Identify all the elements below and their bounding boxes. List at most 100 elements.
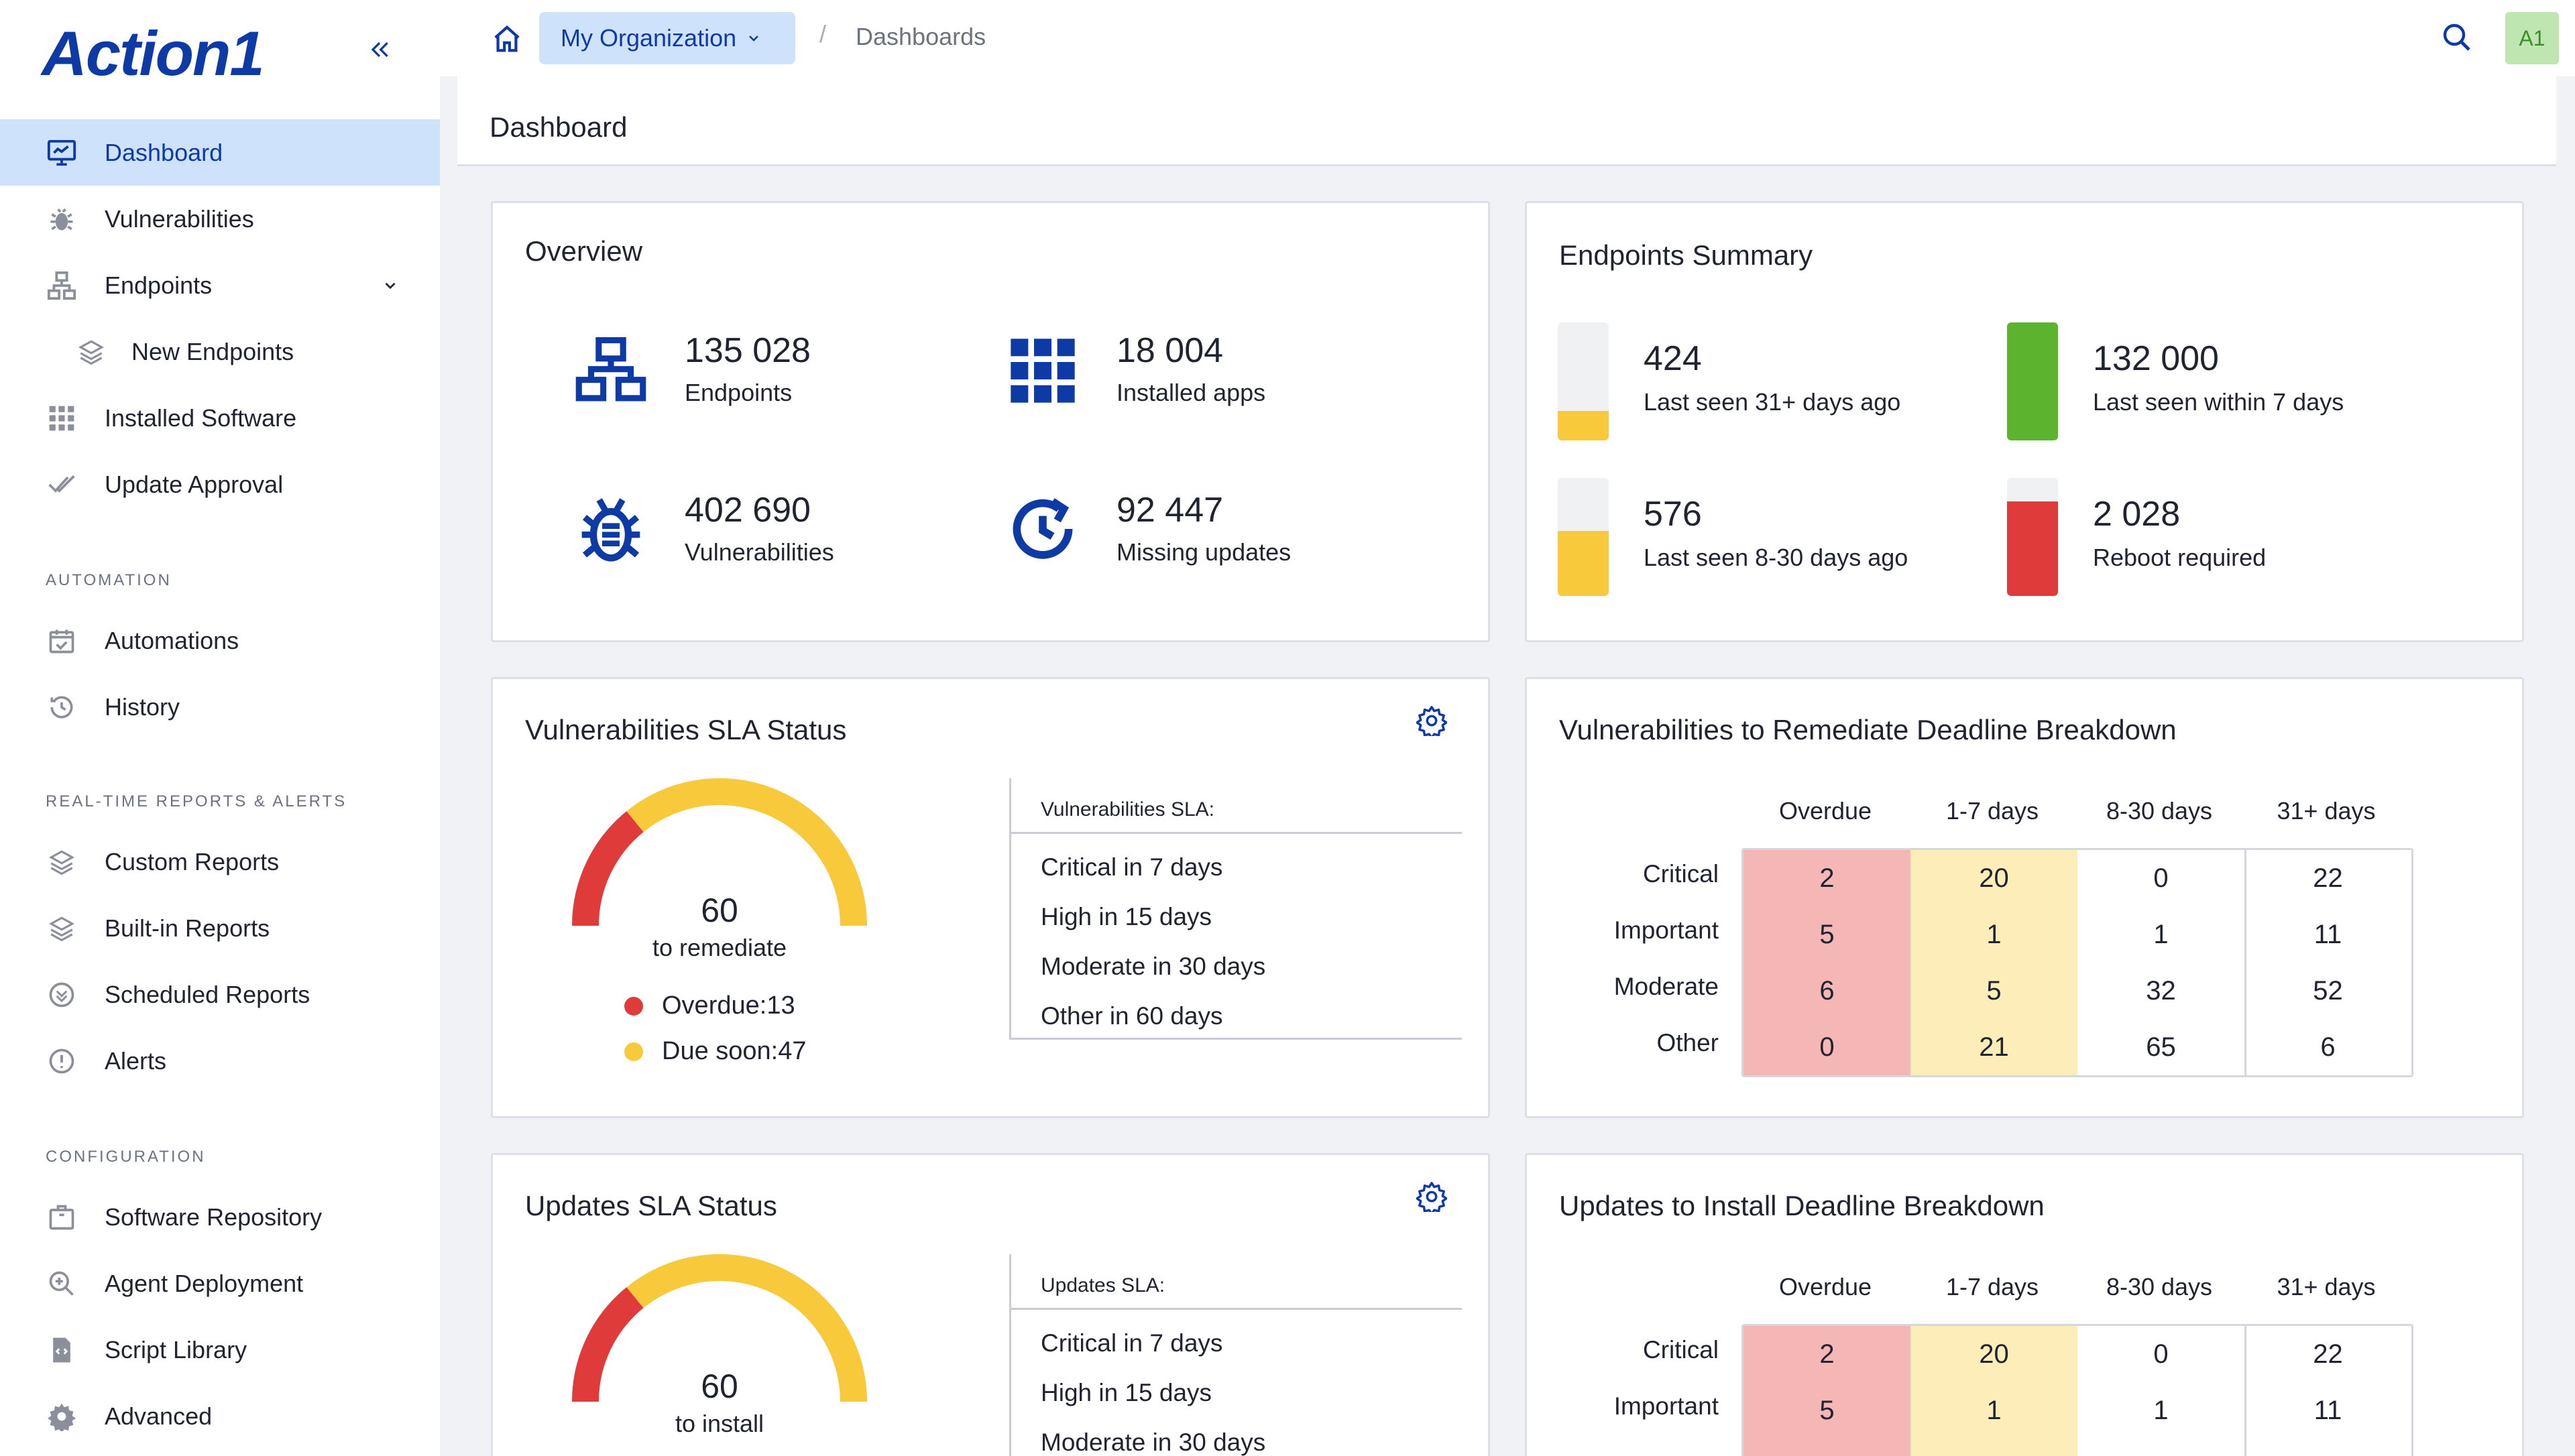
settings-button[interactable] (1414, 703, 1449, 738)
sidebar-item-scheduled-reports[interactable]: Scheduled Reports (0, 961, 440, 1028)
sidebar-item-software-repository[interactable]: Software Repository (0, 1184, 440, 1250)
table-cell[interactable]: 22 (2244, 850, 2411, 906)
settings-button[interactable] (1414, 1179, 1449, 1214)
search-button[interactable] (2438, 19, 2476, 56)
table-cell[interactable]: 0 (2077, 850, 2244, 906)
sidebar-item-vulnerabilities[interactable]: Vulnerabilities (0, 186, 440, 252)
sidebar-item-automations[interactable]: Automations (0, 607, 440, 674)
network-icon (44, 268, 79, 303)
sidebar-item-label: Script Library (105, 1335, 247, 1363)
card-title: Updates to Install Deadline Breakdown (1559, 1190, 2045, 1221)
column-header: 31+ days (2277, 797, 2376, 825)
organization-label: My Organization (561, 24, 737, 52)
avatar[interactable]: A1 (2505, 12, 2559, 64)
table-cell[interactable]: 5 (1743, 906, 1910, 963)
alert-icon (44, 1044, 79, 1079)
circle-chevron-icon (44, 977, 79, 1012)
package-icon (44, 1200, 79, 1235)
table-cell[interactable]: 11 (2244, 1382, 2411, 1439)
sla-item: Other in 60 days (1041, 1002, 1223, 1030)
column-header: 1-7 days (1945, 797, 2039, 825)
layers-icon (44, 845, 79, 879)
gauge-overdue-arc (572, 811, 644, 926)
updates-sla-card: Updates SLA Status 60 to install Updates… (491, 1153, 1490, 1456)
card-title: Endpoints Summary (1559, 239, 1813, 271)
column-header: 8-30 days (2106, 1273, 2213, 1300)
table-cell[interactable]: 52 (2244, 963, 2411, 1019)
breakdown-table: 2 20 0 22 5 1 1 11 6 5 32 52 0 21 65 6 (1741, 848, 2413, 1077)
table-cell[interactable]: 32 (2077, 963, 2244, 1019)
gear-icon (1416, 1182, 1447, 1212)
table-cell[interactable]: 22 (2244, 1326, 2411, 1382)
home-button[interactable] (488, 20, 526, 58)
sidebar-item-endpoints[interactable]: Endpoints (0, 252, 440, 318)
status-bar-fill (1558, 411, 1609, 440)
table-cell[interactable]: 1 (2077, 906, 2244, 963)
card-title: Updates SLA Status (525, 1190, 777, 1221)
sidebar-item-update-approval[interactable]: Update Approval (0, 451, 440, 518)
divider (2244, 1326, 2246, 1456)
organization-selector[interactable]: My Organization (539, 12, 795, 64)
table-cell[interactable]: 0 (1743, 1019, 1910, 1075)
table-cell[interactable]: 6 (1743, 963, 1910, 1019)
table-cell[interactable]: 11 (2244, 906, 2411, 963)
table-cell[interactable]: 1 (2077, 1382, 2244, 1439)
summary-value: 132 000 (2093, 339, 2219, 378)
stat-value: 402 690 (685, 491, 811, 530)
table-cell[interactable]: 1 (1910, 906, 2077, 963)
summary-label: Last seen 31+ days ago (1644, 388, 1901, 416)
collapse-sidebar-button[interactable] (362, 32, 397, 67)
column-header: Overdue (1778, 1273, 1872, 1300)
gauge-overdue-arc (572, 1287, 644, 1402)
table-cell[interactable]: 2 (1743, 1326, 1910, 1382)
sidebar-item-alerts[interactable]: Alerts (0, 1028, 440, 1094)
summary-label: Last seen within 7 days (2093, 388, 2344, 416)
sidebar-item-history[interactable]: History (0, 674, 440, 740)
sla-item: High in 15 days (1041, 1379, 1212, 1406)
sidebar-item-label: Alerts (105, 1046, 167, 1075)
breadcrumb[interactable]: Dashboards (856, 23, 986, 50)
table-cell[interactable]: 20 (1910, 1326, 2077, 1382)
sidebar-item-agent-deployment[interactable]: Agent Deployment (0, 1250, 440, 1317)
table-cell[interactable]: 5 (1910, 963, 2077, 1019)
table-cell[interactable]: 6 (2244, 1019, 2411, 1075)
table-cell[interactable] (1910, 1439, 2077, 1456)
sidebar-item-dashboard[interactable]: Dashboard (0, 119, 440, 186)
table-cell[interactable]: 2 (1743, 850, 1910, 906)
stat-value: 135 028 (685, 331, 811, 370)
legend-overdue: Overdue: 13 (624, 991, 795, 1020)
sla-item: Critical in 7 days (1041, 1329, 1223, 1357)
sidebar-item-advanced[interactable]: Advanced (0, 1383, 440, 1449)
search-icon (2443, 23, 2470, 51)
sidebar-item-built-in-reports[interactable]: Built-in Reports (0, 895, 440, 961)
stat-value: 18 004 (1117, 331, 1224, 370)
action1-logo[interactable]: Action1 (42, 18, 265, 88)
status-bar (2007, 478, 2058, 596)
sidebar-item-label: Advanced (105, 1402, 213, 1430)
card-title: Vulnerabilities SLA Status (525, 714, 847, 745)
stat-label: Endpoints (685, 379, 793, 406)
sidebar-item-new-endpoints[interactable]: New Endpoints (0, 318, 440, 385)
table-cell[interactable]: 0 (2077, 1326, 2244, 1382)
table-cell[interactable]: 5 (1743, 1382, 1910, 1439)
table-cell[interactable]: 1 (1910, 1382, 2077, 1439)
sla-heading: Vulnerabilities SLA: (1041, 798, 1215, 821)
chevron-down-icon[interactable] (377, 272, 404, 299)
table-cell[interactable]: 20 (1910, 850, 2077, 906)
sidebar-item-installed-software[interactable]: Installed Software (0, 385, 440, 451)
topbar: My Organization / Dashboards A1 (440, 0, 2575, 76)
sidebar-item-label: Update Approval (105, 470, 284, 498)
divider (2244, 850, 2246, 1075)
section-label-reports: REAL-TIME REPORTS & ALERTS (46, 792, 347, 810)
table-cell[interactable]: 21 (1910, 1019, 2077, 1075)
sla-item: Critical in 7 days (1041, 853, 1223, 881)
sla-item: Moderate in 30 days (1041, 953, 1266, 980)
table-cell[interactable] (1743, 1439, 1910, 1456)
sidebar-item-script-library[interactable]: Script Library (0, 1317, 440, 1383)
status-bar-fill (1558, 531, 1609, 596)
page-title: Dashboard (490, 111, 628, 143)
sidebar-item-custom-reports[interactable]: Custom Reports (0, 829, 440, 895)
stat-label: Installed apps (1117, 379, 1266, 406)
sidebar-item-label: Scheduled Reports (105, 980, 310, 1008)
table-cell[interactable]: 65 (2077, 1019, 2244, 1075)
